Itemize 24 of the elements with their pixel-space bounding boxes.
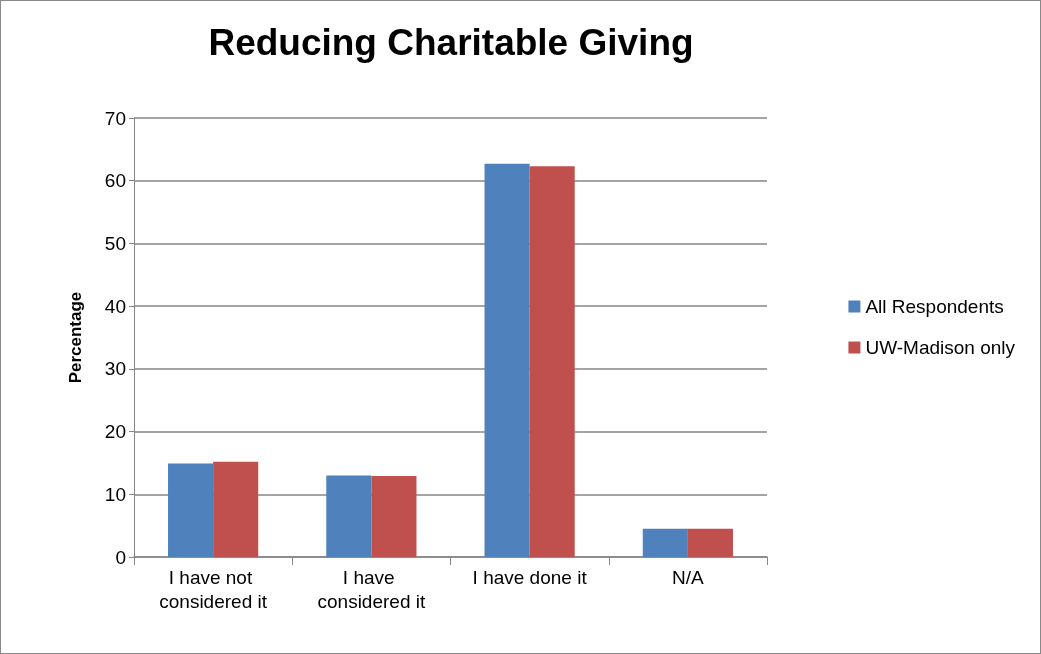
bar xyxy=(371,476,417,557)
chart-title: Reducing Charitable Giving xyxy=(208,22,694,63)
y-tick-label: 0 xyxy=(115,546,126,568)
legend-label: All Respondents xyxy=(865,296,1004,317)
y-tick-label: 70 xyxy=(104,107,126,129)
bar xyxy=(687,528,733,557)
y-tick-label: 30 xyxy=(104,358,126,380)
x-tick-label: I have considered it xyxy=(317,566,426,612)
y-tick-label: 20 xyxy=(104,421,126,443)
bar xyxy=(326,475,372,557)
bar xyxy=(168,463,214,557)
bar xyxy=(529,166,575,557)
bar xyxy=(484,163,530,557)
legend-label: UW-Madison only xyxy=(865,337,1016,358)
bar xyxy=(642,528,688,557)
x-tick-label: N/A xyxy=(672,566,705,588)
x-tick-label: I have not considered it xyxy=(159,566,268,612)
y-tick-label: 10 xyxy=(104,483,126,505)
x-tick-label: I have done it xyxy=(472,566,588,588)
y-tick-label: 40 xyxy=(104,295,126,317)
bar xyxy=(213,461,259,557)
y-tick-label: 50 xyxy=(104,232,126,254)
y-tick-label: 60 xyxy=(104,170,126,192)
y-axis-title: Percentage xyxy=(66,291,85,384)
